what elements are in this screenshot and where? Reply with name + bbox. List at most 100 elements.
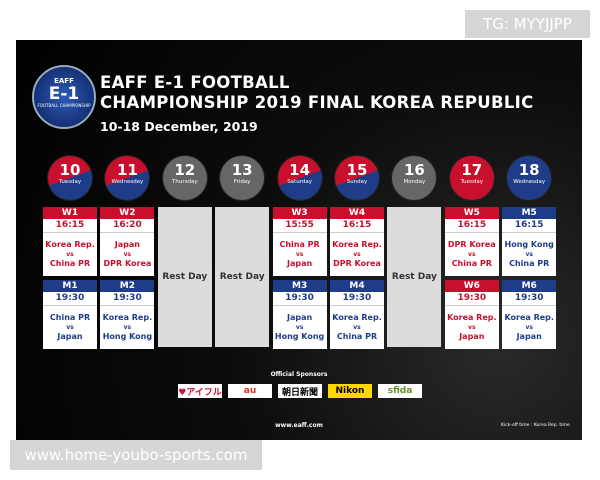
day-column: W3 15:55 China PR vs Japan M3 19:30 Japan vs Hong… xyxy=(272,207,327,349)
poster: EAFF E-1 FOOTBALL CHAMPIONSHIP EAFF E-1 … xyxy=(16,40,582,440)
day-weekday: Thursday xyxy=(172,179,198,185)
match-teams: Korea Rep. vs DPR Korea xyxy=(330,233,384,276)
vs: vs xyxy=(66,323,74,331)
day-circle: 17 Tuesday xyxy=(449,156,494,200)
day-date: 15 xyxy=(346,161,368,179)
team: Japan xyxy=(286,259,313,269)
team: Korea Rep. xyxy=(332,313,382,323)
match: W4 16:15 Korea Rep. vs DPR Korea xyxy=(330,207,384,276)
team: Japan xyxy=(57,332,83,342)
day-weekday: Tuesday xyxy=(460,179,483,185)
match-time: 16:20 xyxy=(100,219,155,233)
day-circle: 11 Wednesday xyxy=(105,156,150,200)
day-column: Rest Day xyxy=(157,207,212,347)
day-circle: 13 Friday xyxy=(220,156,265,200)
day-date: 11 xyxy=(116,161,138,179)
team: Hong Kong xyxy=(274,332,325,342)
match-code: M5 xyxy=(502,207,557,219)
match-code: M4 xyxy=(330,280,384,292)
day-circle: 16 Monday xyxy=(392,156,437,200)
day-date: 14 xyxy=(289,161,311,179)
rest-day: Rest Day xyxy=(157,207,212,347)
sponsor: Nikon xyxy=(328,384,372,398)
match-code: M1 xyxy=(43,280,97,292)
team: DPR Korea xyxy=(447,240,496,250)
vs: vs xyxy=(468,250,476,258)
match: M1 19:30 China PR vs Japan xyxy=(43,280,97,349)
logo-event: E-1 xyxy=(48,84,80,104)
match-code: W3 xyxy=(272,207,327,219)
rest-day: Rest Day xyxy=(387,207,442,347)
match-code: W6 xyxy=(444,280,499,292)
match-code: M6 xyxy=(502,280,557,292)
team: Korea Rep. xyxy=(447,313,497,323)
day-circle: 18 Wednesday xyxy=(507,156,552,200)
vs: vs xyxy=(525,323,533,331)
day-weekday: Wednesday xyxy=(111,179,144,185)
rest-day: Rest Day xyxy=(215,207,270,347)
match: W1 16:15 Korea Rep. vs China PR xyxy=(43,207,97,276)
match: M2 19:30 Korea Rep. vs Hong Kong xyxy=(100,280,155,349)
team: DPR Korea xyxy=(103,259,152,269)
match-code: W4 xyxy=(330,207,384,219)
day-circle: 15 Sunday xyxy=(335,156,379,200)
team: China PR xyxy=(509,259,550,269)
sponsor: ♥アイフル xyxy=(178,384,222,398)
sponsor: sfida xyxy=(378,384,422,398)
vs: vs xyxy=(123,250,132,258)
vs: vs xyxy=(66,250,74,258)
day-column: Rest Day xyxy=(215,207,270,347)
match-code: W2 xyxy=(100,207,155,219)
match: W5 16:15 DPR Korea vs China PR xyxy=(444,207,499,276)
match: M4 19:30 Korea Rep. vs China PR xyxy=(330,280,384,349)
match-time: 15:55 xyxy=(272,219,327,233)
team: Korea Rep. xyxy=(504,313,554,323)
day-date: 12 xyxy=(174,161,196,179)
match-time: 19:30 xyxy=(100,292,155,306)
site: www.eaff.com xyxy=(275,422,323,429)
match: W3 15:55 China PR vs Japan xyxy=(272,207,327,276)
day-weekday: Saturday xyxy=(287,179,312,185)
match: M3 19:30 Japan vs Hong Kong xyxy=(272,280,327,349)
day-weekday: Friday xyxy=(233,179,251,185)
day-date: 10 xyxy=(59,161,81,179)
day-column: M5 16:15 Hong Kong vs China PR M6 19:30 Korea R… xyxy=(502,207,557,349)
match-teams: Japan vs Hong Kong xyxy=(272,306,327,349)
match-teams: Korea Rep. vs China PR xyxy=(43,233,97,276)
match-code: W5 xyxy=(444,207,499,219)
dates: 10-18 December, 2019 xyxy=(100,119,258,134)
vs: vs xyxy=(468,323,476,331)
team: China PR xyxy=(49,259,91,269)
vs: vs xyxy=(353,323,361,331)
team: Hong Kong xyxy=(504,240,554,250)
day-date: 16 xyxy=(403,161,425,179)
team: Japan xyxy=(114,240,140,250)
logo: EAFF E-1 FOOTBALL CHAMPIONSHIP xyxy=(32,65,96,129)
match: M6 19:30 Korea Rep. vs Japan xyxy=(502,280,557,349)
team: China PR xyxy=(279,240,320,250)
match: W6 19:30 Korea Rep. vs Japan xyxy=(444,280,499,349)
match: W2 16:20 Japan vs DPR Korea xyxy=(100,207,155,276)
team: Japan xyxy=(286,313,313,323)
vs: vs xyxy=(295,250,304,258)
watermark: TG: MYYJJPP xyxy=(465,10,590,38)
team: China PR xyxy=(49,313,91,323)
team: Japan xyxy=(516,332,542,342)
day-date: 13 xyxy=(231,161,253,179)
match-time: 19:30 xyxy=(330,292,384,306)
day-weekday: Monday xyxy=(403,179,426,185)
match-teams: Korea Rep. vs Hong Kong xyxy=(100,306,155,349)
vs: vs xyxy=(525,250,533,258)
day-column: W5 16:15 DPR Korea vs China PR W6 19:30 Korea R… xyxy=(444,207,499,349)
match-time: 16:15 xyxy=(43,219,97,233)
match-teams: Hong Kong vs China PR xyxy=(502,233,557,276)
match-teams: China PR vs Japan xyxy=(272,233,327,276)
sponsor: 朝日新聞 xyxy=(278,384,322,398)
day-column: W4 16:15 Korea Rep. vs DPR Korea M4 19:30 Korea… xyxy=(330,207,384,349)
team: Korea Rep. xyxy=(102,313,153,323)
team: Korea Rep. xyxy=(45,240,95,250)
match-time: 19:30 xyxy=(272,292,327,306)
team: China PR xyxy=(451,259,492,269)
team: China PR xyxy=(336,332,378,342)
